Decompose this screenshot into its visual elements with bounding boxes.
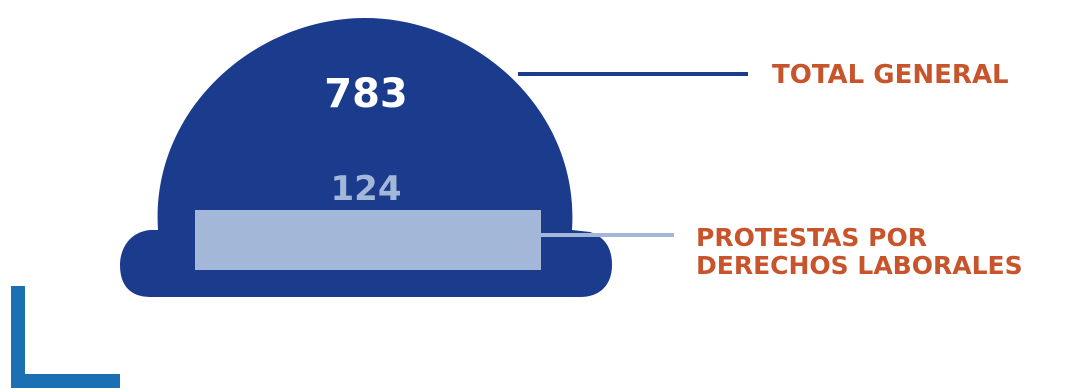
- labor-protests-label-line2: DERECHOS LABORALES: [696, 251, 1023, 280]
- total-value: 783: [324, 71, 408, 117]
- labor-protests-label-line1: PROTESTAS POR: [696, 223, 927, 252]
- total-label: TOTAL GENERAL: [772, 60, 1009, 90]
- labor-protests-label: PROTESTAS POR DERECHOS LABORALES: [696, 224, 1023, 280]
- helmet-band: [195, 210, 541, 270]
- labor-protests-value: 124: [330, 169, 402, 209]
- corner-bracket: [11, 286, 120, 388]
